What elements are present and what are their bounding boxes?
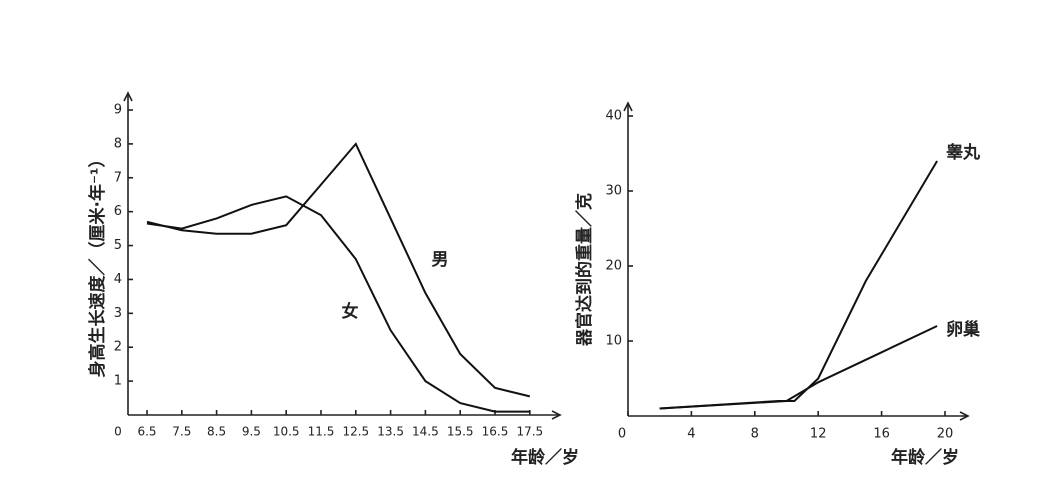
x-axis-label: 年龄／岁 [891,447,959,468]
axis-arrow [623,101,633,112]
x-tick-label: 16.5 [482,425,509,439]
x-tick-label: 6.5 [137,425,156,439]
x-tick-label: 12 [810,427,827,442]
y-tick-label: 5 [114,238,122,253]
x-tick-label: 0 [114,425,122,439]
y-tick-label: 10 [605,334,622,349]
series-label: 女 [342,301,359,322]
x-tick-label: 12.5 [342,425,369,439]
x-tick-label: 17.5 [516,425,543,439]
x-tick-label: 16 [873,427,890,442]
y-tick-label: 20 [605,259,622,274]
x-tick-label: 8.5 [207,425,226,439]
x-tick-label: 10.5 [273,425,300,439]
x-tick-label: 13.5 [377,425,404,439]
x-tick-label: 15.5 [447,425,474,439]
axis-arrow [551,410,562,420]
y-tick-label: 30 [605,184,622,199]
y-tick-label: 8 [114,136,122,151]
line-series [146,195,530,413]
y-tick-label: 40 [605,109,622,124]
y-tick-label: 3 [114,306,122,321]
x-tick-label: 20 [937,427,954,442]
line-series [659,325,938,410]
y-axis-label: 身高生长速度／（厘米·年⁻¹） [87,151,108,378]
x-tick-label: 8 [751,427,759,442]
x-tick-label: 14.5 [412,425,439,439]
series-label: 男 [432,250,449,270]
y-tick-label: 2 [114,340,122,355]
y-tick-label: 7 [114,170,122,185]
x-tick-label: 9.5 [242,425,261,439]
y-axis-label: 器官达到的重量／克 [574,193,595,347]
y-tick-label: 4 [114,272,122,287]
x-tick-label: 4 [687,427,695,442]
line-series [146,142,531,398]
y-tick-label: 1 [114,374,122,389]
y-tick-label: 6 [114,204,122,219]
series-label: 卵巢 [946,319,981,340]
axis-arrow [959,411,970,421]
x-tick-label: 0 [618,427,626,442]
x-axis-label: 年龄／岁 [511,447,579,468]
x-tick-label: 11.5 [308,425,335,439]
x-tick-label: 7.5 [172,425,191,439]
series-label: 睾丸 [946,142,981,163]
axis-arrow [123,91,133,102]
y-tick-label: 9 [114,103,122,118]
